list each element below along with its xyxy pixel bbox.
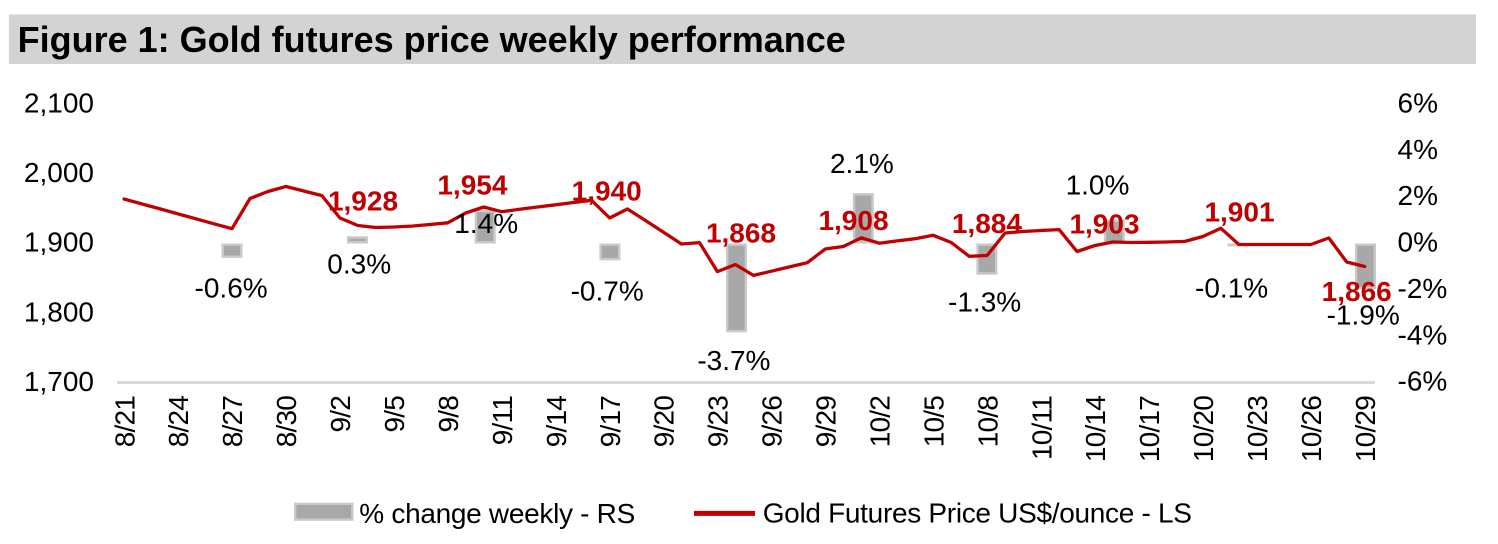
svg-text:9/5: 9/5 [379,396,410,433]
svg-text:-0.6%: -0.6% [195,272,268,303]
svg-text:10/11: 10/11 [1026,396,1057,460]
svg-text:10/14: 10/14 [1080,396,1111,462]
svg-text:8/27: 8/27 [217,396,248,448]
svg-text:8/24: 8/24 [163,396,194,448]
svg-text:8/30: 8/30 [271,396,302,448]
svg-text:Figure 1: Gold futures price w: Figure 1: Gold futures price weekly perf… [18,19,846,60]
svg-text:9/14: 9/14 [541,396,572,448]
svg-text:10/20: 10/20 [1188,396,1219,462]
svg-text:9/8: 9/8 [433,396,464,433]
svg-text:1,954: 1,954 [437,169,507,200]
svg-text:10/29: 10/29 [1350,396,1381,462]
svg-text:% change weekly - RS: % change weekly - RS [359,498,635,529]
svg-text:-0.1%: -0.1% [1195,272,1268,303]
svg-text:1,940: 1,940 [572,175,642,206]
svg-text:10/17: 10/17 [1134,396,1165,462]
svg-text:1,800: 1,800 [24,296,94,327]
svg-text:0.3%: 0.3% [327,248,391,279]
svg-text:1,903: 1,903 [1069,209,1139,240]
svg-text:2,000: 2,000 [24,157,94,188]
svg-text:9/11: 9/11 [487,396,518,445]
svg-text:1,901: 1,901 [1204,196,1274,227]
svg-text:-6%: -6% [1398,366,1448,397]
svg-text:2.1%: 2.1% [830,148,894,179]
svg-text:0%: 0% [1398,227,1438,258]
svg-text:10/23: 10/23 [1242,396,1273,462]
svg-text:8/21: 8/21 [109,396,140,448]
svg-text:9/29: 9/29 [811,396,842,448]
svg-text:2,100: 2,100 [24,87,94,118]
svg-text:-2%: -2% [1398,273,1448,304]
svg-text:9/2: 9/2 [325,396,356,433]
svg-text:9/20: 9/20 [649,396,680,448]
svg-text:1.0%: 1.0% [1066,170,1130,201]
svg-text:10/8: 10/8 [972,396,1003,448]
svg-text:10/2: 10/2 [865,396,896,448]
svg-text:-0.7%: -0.7% [571,275,644,306]
svg-text:-4%: -4% [1398,319,1448,350]
svg-text:1,900: 1,900 [24,227,94,258]
svg-text:10/5: 10/5 [918,396,949,448]
svg-text:1,884: 1,884 [952,208,1022,239]
svg-text:1,908: 1,908 [818,205,888,236]
svg-text:6%: 6% [1398,88,1438,119]
svg-text:2%: 2% [1398,180,1438,211]
svg-text:4%: 4% [1398,134,1438,165]
svg-text:1,868: 1,868 [706,218,776,249]
svg-text:1,866: 1,866 [1322,276,1392,307]
svg-text:9/23: 9/23 [703,396,734,448]
svg-text:1,700: 1,700 [24,366,94,397]
svg-text:-1.9%: -1.9% [1327,299,1400,330]
svg-text:1.4%: 1.4% [454,208,518,239]
svg-text:9/17: 9/17 [595,396,626,448]
svg-text:1,928: 1,928 [328,185,398,216]
svg-text:-3.7%: -3.7% [697,345,770,376]
svg-text:10/26: 10/26 [1296,396,1327,462]
svg-text:Gold Futures Price US$/ounce -: Gold Futures Price US$/ounce - LS [763,497,1192,528]
svg-text:9/26: 9/26 [757,396,788,448]
svg-text:-1.3%: -1.3% [948,287,1021,318]
